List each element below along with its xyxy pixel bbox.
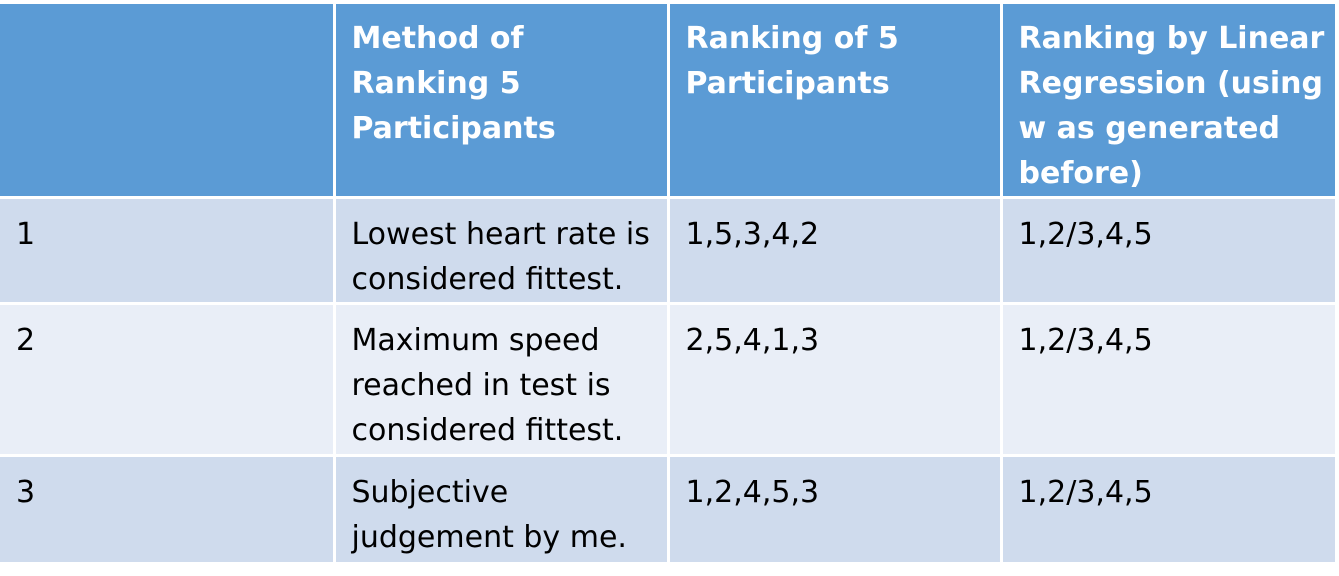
table-row: 2 Maximum speed reached in test is consi… xyxy=(0,302,1335,456)
rankings-table: Method of Ranking 5 Participants Ranking… xyxy=(0,4,1335,562)
cell-index: 3 xyxy=(0,454,334,562)
cell-ranking: 1,2,4,5,3 xyxy=(666,454,1001,562)
cell-method: Subjective judgement by me. xyxy=(332,454,668,562)
cell-method: Lowest heart rate is considered fittest. xyxy=(332,196,668,304)
cell-regression-ranking: 1,2/3,4,5 xyxy=(999,454,1335,562)
table-header-row: Method of Ranking 5 Participants Ranking… xyxy=(0,4,1335,199)
cell-index: 1 xyxy=(0,196,334,304)
table-row: 1 Lowest heart rate is considered fittes… xyxy=(0,196,1335,304)
header-cell-regression-ranking: Ranking by Linear Regression (using w as… xyxy=(999,4,1335,199)
table-row: 3 Subjective judgement by me. 1,2,4,5,3 … xyxy=(0,454,1335,562)
cell-regression-ranking: 1,2/3,4,5 xyxy=(999,302,1335,456)
cell-index: 2 xyxy=(0,302,334,456)
header-cell-method: Method of Ranking 5 Participants xyxy=(332,4,668,199)
cell-method: Maximum speed reached in test is conside… xyxy=(332,302,668,456)
header-cell-index xyxy=(0,4,334,199)
cell-ranking: 2,5,4,1,3 xyxy=(666,302,1001,456)
cell-regression-ranking: 1,2/3,4,5 xyxy=(999,196,1335,304)
header-cell-ranking: Ranking of 5 Participants xyxy=(666,4,1001,199)
cell-ranking: 1,5,3,4,2 xyxy=(666,196,1001,304)
